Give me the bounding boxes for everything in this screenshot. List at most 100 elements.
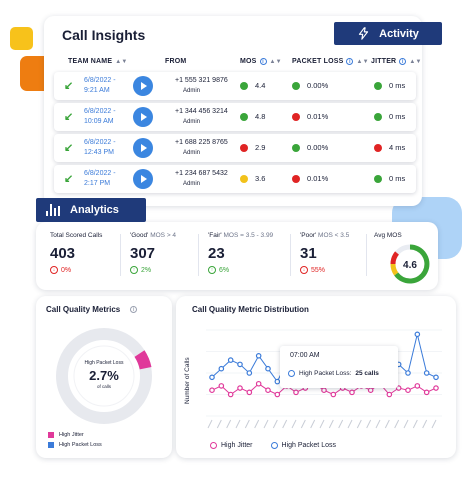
incoming-call-icon: ↙ bbox=[64, 80, 74, 92]
stat-change: ↓ 55% bbox=[300, 266, 349, 274]
activity-button[interactable]: Activity bbox=[334, 22, 442, 45]
x-tick bbox=[394, 419, 400, 429]
packet-loss-cell: 0.00% bbox=[292, 81, 328, 90]
table-row[interactable]: ↙ 6/8/2022 - 9:21 AM +1 555 321 9876 Adm… bbox=[54, 72, 416, 100]
column-header-team-name[interactable]: TEAM NAME ▲▼ bbox=[68, 58, 127, 65]
info-icon[interactable]: i bbox=[259, 58, 267, 65]
jitter-value: 0 ms bbox=[389, 174, 406, 183]
packet-loss-value: 0.01% bbox=[307, 112, 329, 121]
divider bbox=[290, 234, 291, 276]
legend-marker bbox=[210, 442, 217, 449]
stat-avg-mos: Avg MOS bbox=[374, 232, 402, 239]
table-row[interactable]: ↙ 6/8/2022 - 12:43 PM +1 688 225 8765 Ad… bbox=[54, 134, 416, 162]
data-point bbox=[227, 391, 234, 398]
legend-high-packet-loss[interactable]: High Packet Loss bbox=[270, 442, 336, 449]
x-tick bbox=[412, 419, 418, 429]
tooltip-value-row: High Packet Loss: 25 calls bbox=[288, 370, 379, 377]
stat-label: 'Fair' MOS = 3.5 - 3.99 bbox=[208, 232, 273, 239]
analytics-tab[interactable]: Analytics bbox=[36, 198, 146, 222]
data-point bbox=[321, 387, 327, 394]
stat-label: 'Poor' MOS < 3.5 bbox=[300, 232, 349, 239]
stat-label-text: 'Poor' bbox=[300, 232, 317, 239]
data-point bbox=[423, 389, 430, 396]
caller-role: Admin bbox=[183, 88, 201, 94]
mos-cell: 4.8 bbox=[240, 112, 265, 121]
play-recording-button[interactable] bbox=[133, 107, 153, 127]
caller-role: Admin bbox=[183, 150, 201, 156]
info-icon[interactable]: i bbox=[346, 58, 354, 65]
stat-change-value: 55% bbox=[311, 266, 326, 274]
data-point bbox=[246, 370, 253, 376]
data-point bbox=[274, 378, 281, 385]
incoming-call-icon: ↙ bbox=[64, 111, 74, 123]
donut-center-title: High Packet Loss bbox=[84, 360, 124, 366]
stat-block: 'Good' MOS > 4 307 ↑ 2% bbox=[130, 232, 176, 274]
x-tick bbox=[375, 419, 381, 429]
packet-loss-value: 0.00% bbox=[307, 143, 329, 152]
call-date-link[interactable]: 6/8/2022 - 12:43 PM bbox=[84, 138, 134, 158]
sort-icon: ▲▼ bbox=[409, 58, 422, 65]
data-point bbox=[237, 385, 243, 391]
caller-info: +1 234 687 5432 Admin bbox=[175, 169, 228, 189]
data-point bbox=[218, 365, 225, 372]
column-header-jitter[interactable]: JITTER i ▲▼ bbox=[371, 58, 422, 65]
data-point bbox=[255, 352, 262, 359]
legend-label: High Packet Loss bbox=[281, 442, 336, 449]
decorative-square-yellow bbox=[10, 27, 33, 50]
data-point bbox=[218, 383, 225, 389]
x-tick bbox=[272, 419, 278, 429]
status-dot bbox=[374, 81, 382, 90]
call-date-link[interactable]: 6/8/2022 - 10:09 AM bbox=[84, 107, 134, 127]
data-point bbox=[405, 387, 411, 394]
x-tick bbox=[403, 419, 409, 429]
status-dot bbox=[240, 112, 248, 121]
column-header-mos[interactable]: MOS i ▲▼ bbox=[240, 58, 282, 65]
legend-label: High Jitter bbox=[221, 442, 253, 449]
call-date-link[interactable]: 6/8/2022 - 9:21 AM bbox=[84, 76, 134, 96]
play-recording-button[interactable] bbox=[133, 138, 153, 158]
status-dot bbox=[374, 174, 382, 183]
gauge-arc-poor bbox=[390, 251, 400, 265]
quality-donut-chart bbox=[56, 328, 152, 424]
caller-number: +1 234 687 5432 bbox=[175, 170, 228, 177]
play-recording-button[interactable] bbox=[133, 76, 153, 96]
status-dot bbox=[240, 143, 248, 152]
column-header-from[interactable]: FROM bbox=[165, 58, 186, 65]
info-icon[interactable]: i bbox=[130, 306, 138, 313]
mos-value: 3.6 bbox=[255, 174, 266, 183]
activity-button-label: Activity bbox=[379, 27, 419, 40]
x-tick bbox=[263, 419, 269, 429]
x-tick bbox=[282, 419, 288, 429]
donut-segment-high-jitter[interactable] bbox=[134, 350, 152, 370]
change-arrow-icon: ↓ bbox=[300, 266, 308, 274]
data-point bbox=[414, 383, 421, 389]
avg-mos-gauge: 4.6 bbox=[390, 244, 430, 284]
status-dot bbox=[292, 112, 300, 121]
call-date-link[interactable]: 6/8/2022 - 2:17 PM bbox=[84, 169, 134, 189]
call-date: 6/8/2022 - bbox=[84, 108, 116, 115]
mos-cell: 2.9 bbox=[240, 143, 265, 152]
call-time: 10:09 AM bbox=[84, 118, 114, 125]
column-header-packet-loss[interactable]: PACKET LOSS i ▲▼ bbox=[292, 58, 369, 65]
x-tick bbox=[300, 419, 306, 429]
data-point bbox=[246, 389, 253, 396]
stat-label: 'Good' MOS > 4 bbox=[130, 232, 176, 239]
caller-number: +1 344 456 3214 bbox=[175, 108, 228, 115]
stat-label: Avg MOS bbox=[374, 232, 402, 239]
legend-high-jitter[interactable]: High Jitter bbox=[210, 442, 253, 449]
donut-center-value: 2.7% bbox=[89, 368, 119, 383]
data-point bbox=[414, 331, 421, 338]
x-tick bbox=[216, 419, 222, 429]
jitter-cell: 0 ms bbox=[374, 81, 405, 90]
data-point bbox=[433, 385, 439, 391]
info-icon[interactable]: i bbox=[399, 58, 407, 65]
data-point bbox=[330, 391, 337, 398]
change-arrow-icon: ↑ bbox=[208, 266, 216, 274]
table-row[interactable]: ↙ 6/8/2022 - 10:09 AM +1 344 456 3214 Ad… bbox=[54, 103, 416, 131]
status-dot bbox=[240, 81, 248, 90]
data-point bbox=[405, 370, 411, 376]
mos-cell: 4.4 bbox=[240, 81, 265, 90]
x-tick bbox=[207, 419, 213, 429]
table-row[interactable]: ↙ 6/8/2022 - 2:17 PM +1 234 687 5432 Adm… bbox=[54, 165, 416, 193]
play-recording-button[interactable] bbox=[133, 169, 153, 189]
